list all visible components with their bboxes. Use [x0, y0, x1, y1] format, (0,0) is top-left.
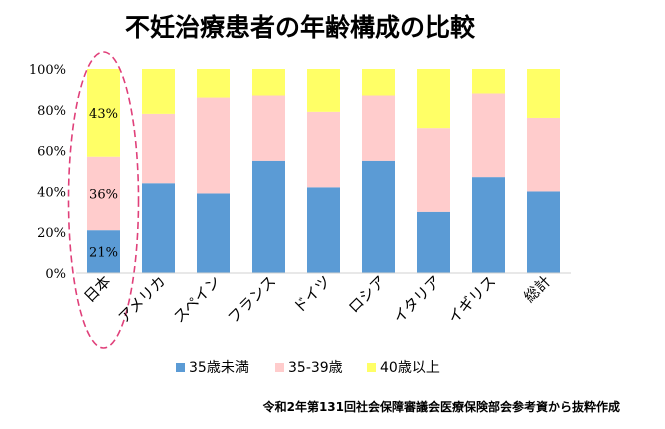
bar-segment — [307, 111, 340, 188]
legend: 35歳未満 35-39歳 40歳以上 — [176, 360, 440, 376]
x-tick-label: イギリス — [444, 272, 499, 327]
source-note: 令和2年第131回社会保障審議会医療保険部会参考資から抜粋作成 — [262, 399, 620, 414]
bar-segment — [87, 230, 120, 273]
x-tick-label: ドイツ — [290, 272, 335, 317]
y-tick-label: 100% — [29, 63, 66, 78]
bar-segment — [142, 69, 175, 114]
chart-title: 不妊治療患者の年齢構成の比較 — [125, 13, 476, 42]
bar-segment — [87, 156, 120, 231]
bar-segment — [362, 69, 395, 96]
bar-segment — [417, 128, 450, 212]
bar-segment — [252, 95, 285, 161]
x-tick-label: ロシア — [345, 272, 390, 317]
bars — [87, 69, 560, 273]
data-label: 21% — [89, 246, 118, 261]
bar-segment — [87, 69, 120, 157]
x-tick-label: スペイン — [170, 272, 224, 326]
bar-segment — [362, 95, 395, 161]
bar-segment — [252, 69, 285, 96]
legend-swatch — [367, 363, 376, 372]
bar-segment — [472, 93, 505, 178]
x-tick-label: フランス — [224, 272, 279, 327]
bar-segment — [197, 97, 230, 194]
bar-segment — [527, 117, 560, 192]
bar-segment — [307, 69, 340, 112]
x-tick-label: アメリカ — [115, 272, 170, 327]
y-axis-ticks: 0% 20% 40% 60% 80% 100% — [29, 63, 66, 282]
x-tick-label: 総計 — [520, 272, 554, 306]
bar-segment — [197, 193, 230, 273]
x-tick-label: 日本 — [80, 272, 114, 306]
bar-segment — [527, 191, 560, 273]
bar-segment — [252, 160, 285, 273]
bar-segment — [472, 69, 505, 94]
bar-segment — [472, 177, 505, 273]
y-tick-label: 40% — [37, 185, 66, 200]
y-tick-label: 80% — [37, 104, 66, 119]
y-tick-label: 0% — [45, 267, 66, 282]
bar-segment — [197, 69, 230, 98]
category-labels: 日本 アメリカ スペイン フランス ドイツ ロシア イタリア イギリス 総計 — [80, 272, 554, 327]
bar-segment — [417, 211, 450, 273]
data-label: 43% — [89, 107, 118, 122]
highlight-ellipse-shape — [67, 51, 140, 349]
legend-label: 35歳未満 — [189, 360, 249, 376]
legend-label: 40歳以上 — [380, 360, 440, 376]
data-label: 36% — [89, 187, 118, 202]
y-tick-label: 20% — [37, 226, 66, 241]
y-tick-label: 60% — [37, 145, 66, 160]
data-labels: 21% 36% 43% — [89, 107, 118, 261]
legend-swatch — [176, 363, 185, 372]
highlight-ellipse — [67, 51, 140, 349]
bar-segment — [527, 69, 560, 118]
bar-segment — [362, 160, 395, 273]
x-tick-label: イタリア — [390, 272, 445, 327]
bar-segment — [307, 187, 340, 273]
bar-segment — [142, 113, 175, 184]
legend-label: 35-39歳 — [288, 360, 343, 376]
bar-segment — [417, 69, 450, 129]
legend-swatch — [275, 363, 284, 372]
bar-segment — [142, 183, 175, 273]
